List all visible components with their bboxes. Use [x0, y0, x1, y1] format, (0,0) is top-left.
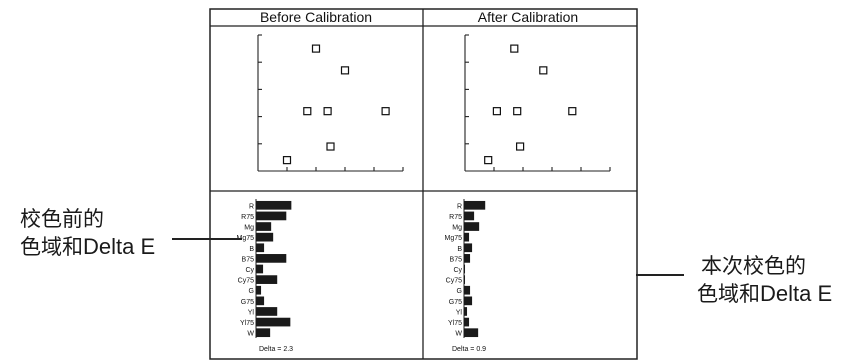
bar-category-label: G75 [241, 299, 254, 306]
bar-category-label: Yl75 [240, 320, 254, 327]
right-callout-line1: 本次校色的 [701, 254, 806, 278]
bar-category-label: Cy [453, 267, 462, 274]
right-callout-line2-en: Delta E [760, 281, 833, 306]
bar-category-label: Cy75 [446, 278, 462, 285]
bar-category-label: Yl [248, 309, 255, 316]
scatter-point [539, 66, 548, 75]
bar [464, 264, 466, 274]
scatter-point [510, 44, 519, 53]
bar [256, 232, 274, 242]
scatter-point [323, 107, 332, 116]
bar [464, 307, 468, 316]
scatter-point [282, 156, 292, 165]
bar [256, 264, 264, 274]
bar [256, 317, 291, 327]
bar [256, 243, 265, 253]
bar-category-label: W [247, 331, 254, 338]
bar-category-label: B [457, 246, 462, 253]
bar [256, 296, 265, 306]
bar [256, 211, 287, 221]
bar [464, 317, 470, 327]
before-calibration-delta-e-bars: R R75 Mg Mg75 B B75 Cy Cy75 G G75 Yl Yl75 W Delta = 2… [236, 199, 293, 353]
bar-category-label: Mg75 [236, 235, 254, 242]
bar [256, 200, 292, 210]
scatter-point [515, 142, 525, 151]
bar [464, 296, 473, 306]
bar [256, 254, 287, 263]
scatter-point [484, 156, 493, 165]
bar-category-label: R [249, 203, 254, 210]
left-callout-line1: 校色前的 [20, 207, 104, 231]
scatter-point [326, 142, 335, 151]
bar-category-label: Yl [456, 309, 463, 316]
left-callout-line2-en: Delta E [83, 234, 156, 259]
bar-category-label: W [455, 331, 462, 338]
right-callout-line2: 色域和Delta E [697, 280, 832, 308]
bar [464, 200, 486, 210]
bar [256, 307, 278, 316]
scatter-point [568, 107, 577, 116]
bar [464, 211, 475, 221]
left-callout-line2: 色域和Delta E [20, 233, 155, 261]
scatter-point [492, 107, 501, 116]
delta-e-annotation: Delta = 0.9 [452, 346, 486, 353]
bar-category-label: B75 [242, 256, 255, 263]
bar-category-label: R75 [449, 214, 462, 221]
bar [256, 328, 271, 338]
bar-category-label: R75 [241, 214, 254, 221]
bar [464, 243, 473, 253]
left-callout-label: 校色前的 色域和Delta E [20, 206, 155, 261]
delta-e-annotation: Delta = 2.3 [259, 346, 293, 353]
bar-category-label: G [457, 288, 462, 295]
scatter-point [513, 107, 522, 116]
scatter-point [303, 107, 312, 116]
bar-category-label: G [249, 288, 254, 295]
bar [464, 275, 466, 284]
bar-category-label: Mg [452, 225, 462, 232]
before-calibration-title: Before Calibration [260, 9, 372, 25]
bar [464, 328, 479, 338]
bar [256, 222, 272, 231]
left-callout-line2-cn: 色域和 [20, 235, 83, 259]
bar [464, 232, 470, 242]
bar-category-label: Cy [245, 267, 254, 274]
bar [464, 254, 471, 263]
bar-category-label: Mg75 [444, 235, 462, 242]
bar-category-label: Yl75 [448, 320, 462, 327]
before-calibration-scatter-plot [257, 34, 404, 172]
bar-category-label: R [457, 203, 462, 210]
bar-category-label: Cy75 [238, 278, 254, 285]
after-calibration-title: After Calibration [478, 9, 578, 25]
bar [464, 285, 471, 295]
after-calibration-scatter-plot [464, 34, 611, 172]
bar-category-label: Mg [244, 225, 254, 232]
bar [256, 275, 278, 284]
bar-category-label: G75 [449, 299, 462, 306]
bar [256, 285, 262, 295]
bar-category-label: B75 [450, 256, 463, 263]
scatter-point [340, 66, 350, 75]
scatter-point [381, 107, 390, 116]
scatter-point [311, 44, 321, 53]
right-callout-line2-cn: 色域和 [697, 282, 760, 306]
after-calibration-delta-e-bars: R R75 Mg Mg75 B B75 Cy Cy75 G G75 Yl Yl75 W Delta = 0… [444, 199, 486, 353]
bar-category-label: B [249, 246, 254, 253]
right-callout-label: 本次校色的 色域和Delta E [697, 253, 832, 308]
bar [464, 222, 480, 231]
